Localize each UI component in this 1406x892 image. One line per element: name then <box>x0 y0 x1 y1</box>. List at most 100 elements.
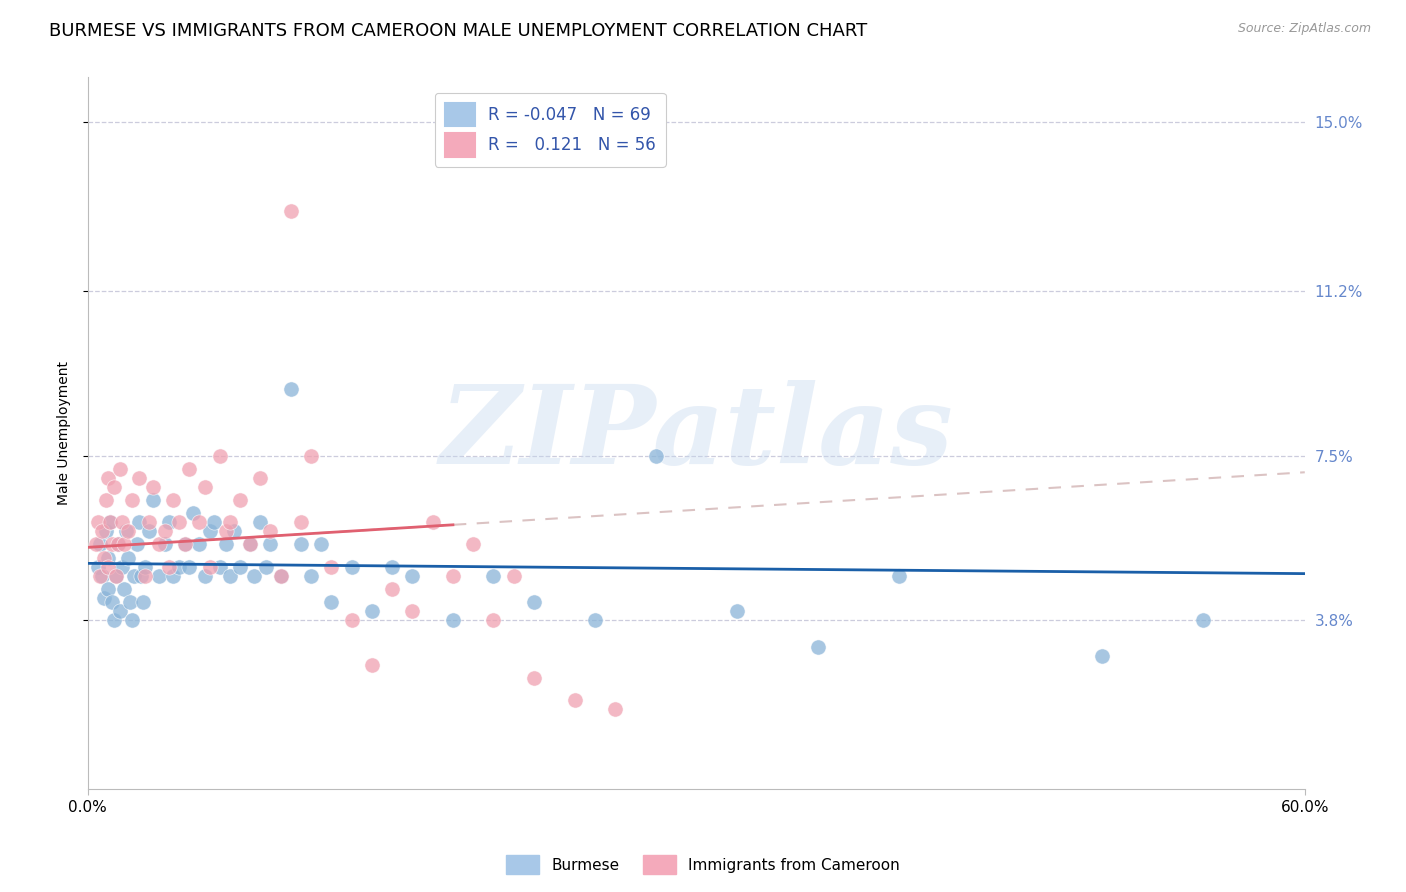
Point <box>148 568 170 582</box>
Point <box>321 595 343 609</box>
Point <box>91 568 114 582</box>
Point <box>422 515 444 529</box>
Point <box>290 537 312 551</box>
Point <box>482 613 505 627</box>
Point <box>194 480 217 494</box>
Point <box>105 568 128 582</box>
Point <box>229 559 252 574</box>
Point <box>181 507 204 521</box>
Point <box>280 203 302 218</box>
Point <box>153 524 176 538</box>
Point <box>111 515 134 529</box>
Legend: Burmese, Immigrants from Cameroon: Burmese, Immigrants from Cameroon <box>499 849 907 880</box>
Point <box>215 537 238 551</box>
Point <box>208 559 231 574</box>
Point <box>605 702 627 716</box>
Point <box>259 524 281 538</box>
Point <box>360 604 382 618</box>
Point <box>97 559 120 574</box>
Point <box>87 515 110 529</box>
Legend: R = -0.047   N = 69, R =   0.121   N = 56: R = -0.047 N = 69, R = 0.121 N = 56 <box>434 93 666 167</box>
Point <box>167 559 190 574</box>
Point <box>115 524 138 538</box>
Point <box>401 568 423 582</box>
Point <box>179 462 201 476</box>
Y-axis label: Male Unemployment: Male Unemployment <box>58 361 72 505</box>
Point <box>321 559 343 574</box>
Point <box>270 568 292 582</box>
Point <box>889 568 911 582</box>
Point <box>117 550 139 565</box>
Point <box>360 657 382 672</box>
Point <box>174 537 197 551</box>
Point <box>138 515 160 529</box>
Point <box>482 568 505 582</box>
Point <box>157 559 180 574</box>
Point <box>381 559 404 574</box>
Point <box>120 595 142 609</box>
Point <box>107 537 129 551</box>
Point <box>249 471 271 485</box>
Point <box>93 591 115 605</box>
Point <box>222 524 245 538</box>
Point <box>97 582 120 596</box>
Point <box>128 515 150 529</box>
Point <box>97 550 120 565</box>
Point <box>218 568 240 582</box>
Point <box>188 515 211 529</box>
Point <box>93 550 115 565</box>
Point <box>167 515 190 529</box>
Point <box>101 537 124 551</box>
Point <box>249 515 271 529</box>
Point <box>148 537 170 551</box>
Point <box>441 613 464 627</box>
Point <box>644 449 666 463</box>
Point <box>134 559 156 574</box>
Point <box>401 604 423 618</box>
Point <box>121 493 143 508</box>
Point <box>583 613 606 627</box>
Point <box>124 568 146 582</box>
Point <box>239 537 262 551</box>
Point <box>564 693 586 707</box>
Point <box>103 480 125 494</box>
Point <box>381 582 404 596</box>
Point <box>89 568 111 582</box>
Text: ZIPatlas: ZIPatlas <box>440 379 953 487</box>
Point <box>198 524 221 538</box>
Point <box>162 568 184 582</box>
Point <box>229 493 252 508</box>
Point <box>502 568 524 582</box>
Point <box>441 568 464 582</box>
Point <box>299 449 322 463</box>
Point <box>87 559 110 574</box>
Point <box>299 568 322 582</box>
Point <box>89 537 111 551</box>
Point <box>98 515 121 529</box>
Point <box>188 537 211 551</box>
Point <box>290 515 312 529</box>
Point <box>208 449 231 463</box>
Point <box>125 537 148 551</box>
Point <box>101 595 124 609</box>
Point <box>340 613 363 627</box>
Point <box>153 537 176 551</box>
Point <box>1091 648 1114 663</box>
Point <box>112 537 135 551</box>
Point <box>142 493 165 508</box>
Point <box>134 568 156 582</box>
Point <box>107 537 129 551</box>
Point <box>218 515 240 529</box>
Point <box>142 480 165 494</box>
Point <box>309 537 332 551</box>
Point <box>523 595 546 609</box>
Point <box>129 568 152 582</box>
Point <box>94 524 117 538</box>
Point <box>215 524 238 538</box>
Point <box>128 471 150 485</box>
Point <box>243 568 266 582</box>
Point <box>97 471 120 485</box>
Text: BURMESE VS IMMIGRANTS FROM CAMEROON MALE UNEMPLOYMENT CORRELATION CHART: BURMESE VS IMMIGRANTS FROM CAMEROON MALE… <box>49 22 868 40</box>
Point <box>94 493 117 508</box>
Point <box>110 604 132 618</box>
